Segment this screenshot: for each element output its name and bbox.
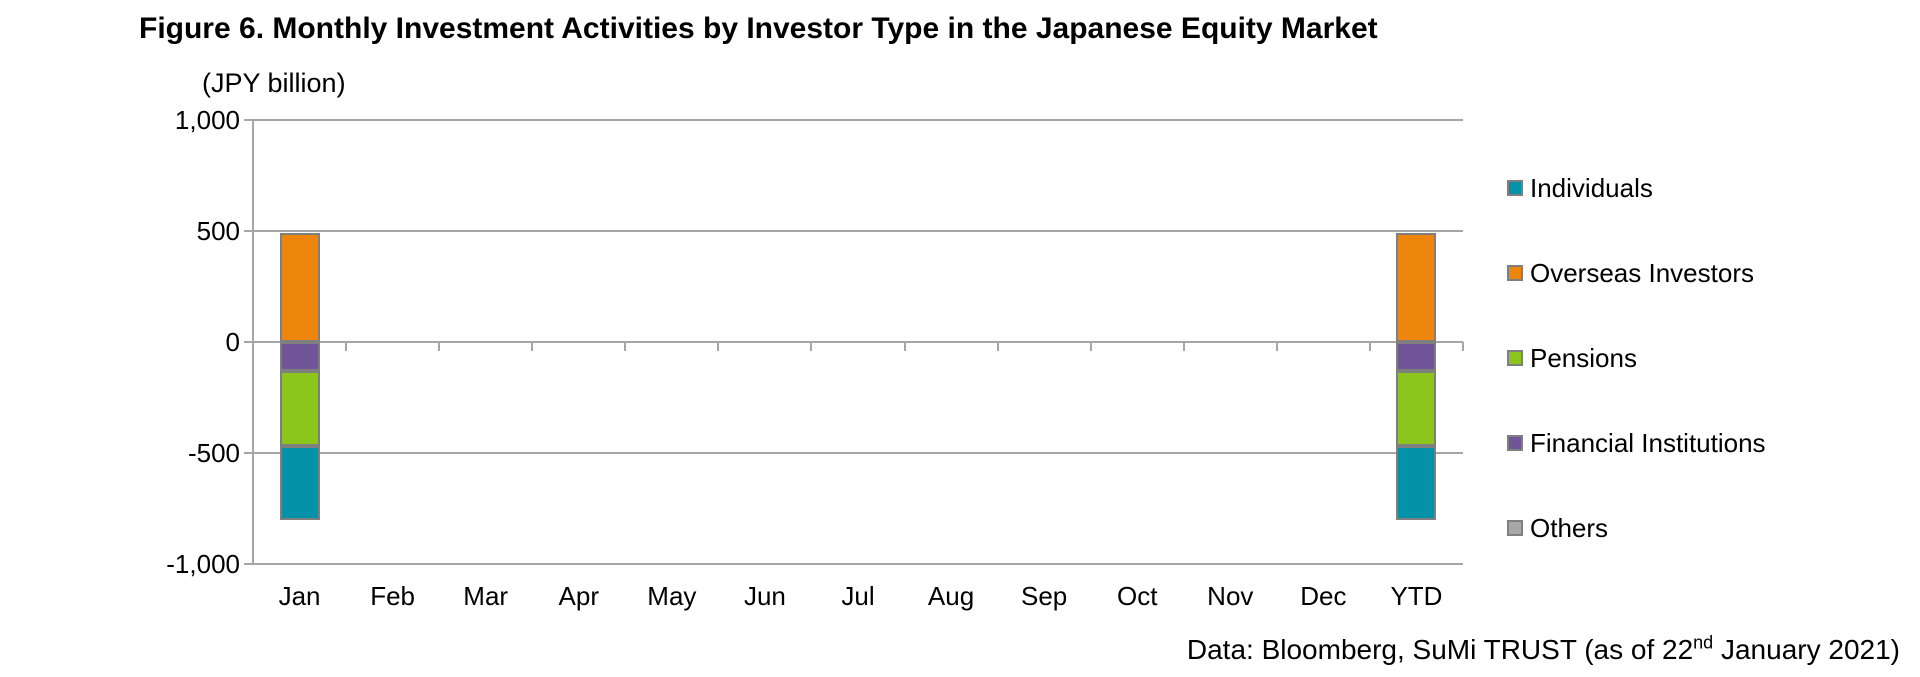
bar-segment-jan-individuals <box>279 446 320 520</box>
y-axis-tick <box>244 563 253 565</box>
gridline <box>253 452 1463 454</box>
legend-item-overseas-investors: Overseas Investors <box>1507 260 1754 286</box>
x-axis-label-mar: Mar <box>463 581 509 611</box>
category-axis-tick <box>1275 342 1278 351</box>
data-source-superscript: nd <box>1693 632 1714 653</box>
category-axis-tick <box>531 342 534 351</box>
x-axis-label-jun: Jun <box>743 581 786 611</box>
y-axis-tick <box>244 452 253 454</box>
bar-segment-jan-financial-institutions <box>279 342 320 371</box>
gridline <box>253 119 1463 121</box>
axis-unit-label: (JPY billion) <box>202 68 346 98</box>
category-axis-tick <box>996 342 999 351</box>
y-axis-label: -1,000 <box>166 549 240 579</box>
category-axis-tick <box>345 342 348 351</box>
data-source-text: Data: Bloomberg, SuMi TRUST (as of 22 <box>1186 634 1694 665</box>
x-axis-label-sep: Sep <box>1021 581 1068 611</box>
legend-swatch-icon <box>1507 180 1523 196</box>
legend-item-financial-institutions: Financial Institutions <box>1507 430 1766 456</box>
category-axis-tick <box>810 342 813 351</box>
y-axis-label: -500 <box>187 438 240 468</box>
category-axis-tick <box>252 342 254 351</box>
y-axis-tick <box>244 341 253 343</box>
x-axis-label-oct: Oct <box>1116 581 1158 611</box>
y-axis-tick <box>244 230 253 232</box>
x-axis-label-apr: Apr <box>558 581 599 611</box>
category-axis-tick <box>1462 342 1464 351</box>
legend-item-individuals: Individuals <box>1507 175 1653 201</box>
x-axis-label-nov: Nov <box>1207 581 1254 611</box>
y-axis-label: 500 <box>196 216 240 246</box>
legend-swatch-icon <box>1507 435 1523 451</box>
x-axis-label-dec: Dec <box>1300 581 1347 611</box>
data-source-text-tail: January 2021) <box>1713 634 1900 665</box>
legend-label: Individuals <box>1530 173 1653 203</box>
category-axis-tick <box>903 342 906 351</box>
category-axis-tick <box>717 342 720 351</box>
gridline <box>253 230 1463 232</box>
gridline <box>253 563 1463 565</box>
legend-label: Others <box>1530 513 1609 543</box>
category-axis-tick <box>1182 342 1185 351</box>
x-axis-label-ytd: YTD <box>1390 581 1443 611</box>
legend-label: Financial Institutions <box>1530 428 1766 458</box>
x-axis-label-jan: Jan <box>278 581 321 611</box>
category-axis-tick <box>1089 342 1092 351</box>
y-axis-label: 0 <box>225 327 240 357</box>
y-axis-tick <box>244 119 253 121</box>
bar-segment-ytd-overseas-investors <box>1396 233 1437 342</box>
category-axis-tick <box>1368 342 1371 351</box>
category-axis-tick <box>624 342 627 351</box>
chart-title: Figure 6. Monthly Investment Activities … <box>139 12 1378 45</box>
data-source-note: Data: Bloomberg, SuMi TRUST (as of 22nd … <box>1187 634 1900 666</box>
legend-swatch-icon <box>1507 350 1523 366</box>
x-axis-label-jul: Jul <box>841 581 875 611</box>
gridline <box>253 341 1463 343</box>
category-axis-tick <box>438 342 441 351</box>
legend-item-others: Others <box>1507 515 1608 541</box>
x-axis-label-feb: Feb <box>370 581 416 611</box>
bar-segment-ytd-individuals <box>1396 446 1437 520</box>
legend-item-pensions: Pensions <box>1507 345 1637 371</box>
legend-swatch-icon <box>1507 520 1523 536</box>
y-axis-label: 1,000 <box>174 105 240 135</box>
x-axis-label-aug: Aug <box>927 581 975 611</box>
bar-segment-ytd-pensions <box>1396 370 1437 447</box>
bar-segment-ytd-financial-institutions <box>1396 342 1437 371</box>
legend-swatch-icon <box>1507 265 1523 281</box>
bar-segment-jan-pensions <box>279 370 320 447</box>
legend-label: Overseas Investors <box>1530 258 1754 288</box>
x-axis-label-may: May <box>647 581 697 611</box>
legend-label: Pensions <box>1530 343 1637 373</box>
bar-segment-jan-overseas-investors <box>279 233 320 342</box>
